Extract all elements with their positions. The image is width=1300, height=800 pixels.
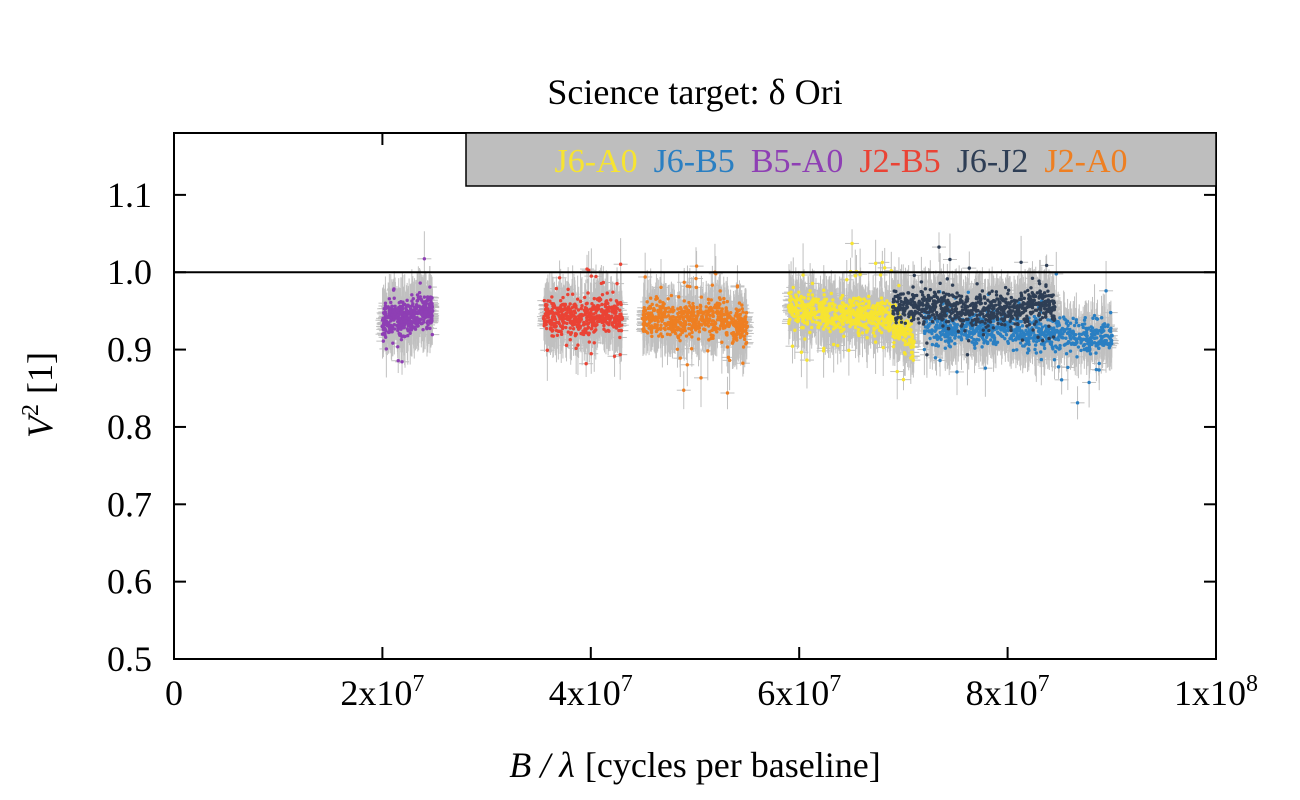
chart-title: Science target: δ Ori (547, 72, 842, 112)
